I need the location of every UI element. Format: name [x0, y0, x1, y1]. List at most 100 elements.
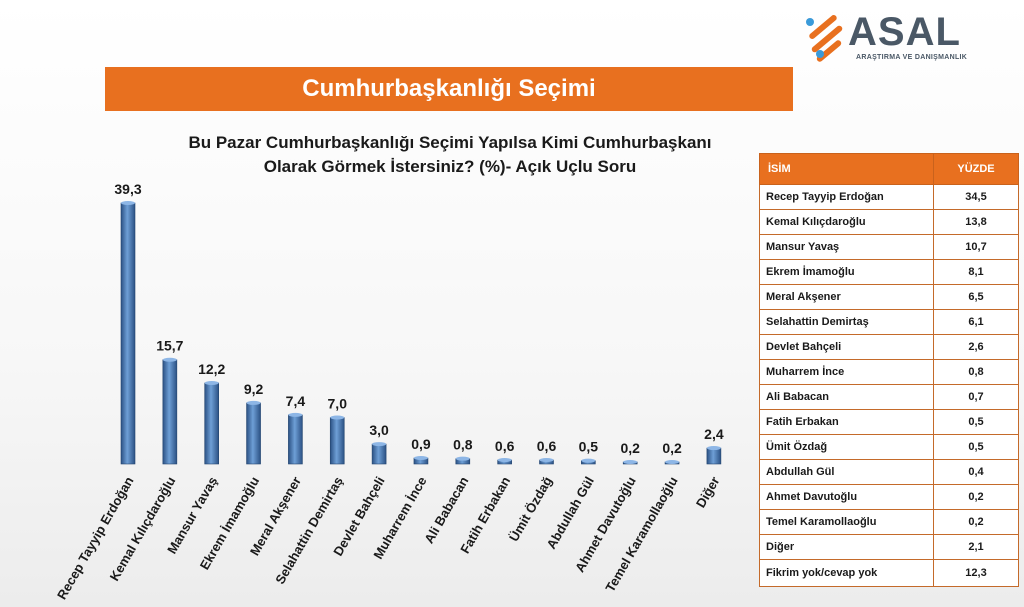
bar: [162, 359, 178, 465]
table-row: Ali Babacan 0,7: [759, 384, 1019, 410]
page-title-banner: Cumhurbaşkanlığı Seçimi: [105, 67, 793, 111]
bar: [204, 382, 219, 465]
data-label: 12,2: [198, 361, 225, 377]
table-cell-percent: 6,5: [933, 284, 1019, 310]
results-table: İSİM YÜZDE Recep Tayyip Erdoğan 34,5 Kemal…: [759, 153, 1019, 587]
table-row: Devlet Bahçeli 2,6: [759, 334, 1019, 360]
table-cell-name: Diğer: [759, 534, 934, 560]
table-cell-percent: 8,1: [933, 259, 1019, 285]
bar: [246, 402, 261, 465]
data-label: 2,4: [704, 426, 724, 442]
table-cell-percent: 10,7: [933, 234, 1019, 260]
table-row: Fikrim yok/cevap yok 12,3: [759, 559, 1019, 587]
table-row: Mansur Yavaş 10,7: [759, 234, 1019, 260]
bar-cap: [121, 201, 135, 205]
table-cell-percent: 0,7: [933, 384, 1019, 410]
table-cell-percent: 2,1: [933, 534, 1019, 560]
table-row: Temel Karamollaoğlu 0,2: [759, 509, 1019, 535]
bar-cap: [372, 442, 387, 447]
data-label: 3,0: [369, 422, 389, 438]
data-label: 15,7: [156, 338, 183, 354]
bar-cap: [246, 400, 261, 405]
data-label: 7,0: [328, 396, 348, 412]
chart-title: Bu Pazar Cumhurbaşkanlığı Seçimi Yapılsa…: [105, 131, 795, 179]
table-cell-percent: 0,5: [933, 434, 1019, 460]
logo-wordmark: ASAL: [848, 10, 961, 54]
table-header-row: İSİM YÜZDE: [759, 153, 1019, 185]
category-label: Diğer: [693, 474, 723, 510]
bar-cap: [204, 380, 219, 385]
data-label: 9,2: [244, 381, 264, 397]
table-cell-name: Fatih Erbakan: [759, 409, 934, 435]
table-cell-name: Abdullah Gül: [759, 459, 934, 485]
table-row: Fatih Erbakan 0,5: [759, 409, 1019, 435]
table-cell-name: Ahmet Davutoğlu: [759, 484, 934, 510]
table-cell-name: Ali Babacan: [759, 384, 934, 410]
logo-subtitle: ARAŞTIRMA VE DANIŞMANLIK: [856, 54, 968, 61]
table-cell-percent: 0,4: [933, 459, 1019, 485]
asal-logo-mark-icon: [806, 15, 843, 62]
bar: [371, 443, 387, 465]
table-cell-name: Fikrim yok/cevap yok: [759, 559, 934, 587]
bar-cap: [665, 460, 680, 464]
column-header-percent: YÜZDE: [933, 153, 1019, 185]
bar-cap: [706, 446, 721, 451]
bar-cap: [581, 458, 596, 463]
data-label: 39,3: [114, 181, 141, 197]
data-label: 0,8: [453, 437, 473, 453]
table-cell-name: Temel Karamollaoğlu: [759, 509, 934, 535]
bar-cap: [413, 456, 428, 461]
bar-cap: [497, 458, 512, 463]
bar-cap: [539, 458, 554, 463]
category-label: Temel Karamollaoğlu: [602, 474, 680, 595]
bar: [120, 202, 136, 465]
table-row: Recep Tayyip Erdoğan 34,5: [759, 184, 1019, 210]
bar-cap: [162, 357, 177, 362]
category-label: Recep Tayyip Erdoğan: [54, 474, 137, 602]
data-label: 0,2: [620, 440, 640, 456]
asal-logo: ASAL ARAŞTIRMA VE DANIŞMANLIK: [800, 8, 990, 64]
data-label: 0,9: [411, 436, 431, 452]
table-cell-name: Kemal Kılıçdaroğlu: [759, 209, 934, 235]
table-cell-percent: 0,5: [933, 409, 1019, 435]
table-cell-percent: 6,1: [933, 309, 1019, 335]
bar-cap: [288, 412, 303, 417]
table-row: Selahattin Demirtaş 6,1: [759, 309, 1019, 335]
chart-title-line-2: Olarak Görmek İstersiniz? (%)- Açık Uçlu…: [263, 157, 637, 176]
bar-cap: [623, 460, 638, 464]
data-label: 0,2: [662, 440, 682, 456]
data-label: 7,4: [286, 393, 306, 409]
table-cell-name: Ekrem İmamoğlu: [759, 259, 934, 285]
table-row: Ahmet Davutoğlu 0,2: [759, 484, 1019, 510]
table-row: Meral Akşener 6,5: [759, 284, 1019, 310]
table-cell-percent: 0,2: [933, 509, 1019, 535]
bar-cap: [455, 456, 470, 461]
column-header-name: İSİM: [759, 153, 934, 185]
table-cell-name: Ümit Özdağ: [759, 434, 934, 460]
bar: [288, 414, 303, 465]
table-cell-percent: 0,2: [933, 484, 1019, 510]
table-row: Ekrem İmamoğlu 8,1: [759, 259, 1019, 285]
table-row: Muharrem İnce 0,8: [759, 359, 1019, 385]
category-label: Ümit Özdağ: [506, 474, 555, 544]
bar: [706, 447, 722, 465]
table-row: Diğer 2,1: [759, 534, 1019, 560]
table-row: Kemal Kılıçdaroğlu 13,8: [759, 209, 1019, 235]
table-cell-percent: 34,5: [933, 184, 1019, 210]
table-row: Ümit Özdağ 0,5: [759, 434, 1019, 460]
table-cell-name: Devlet Bahçeli: [759, 334, 934, 360]
table-row: Abdullah Gül 0,4: [759, 459, 1019, 485]
table-cell-percent: 13,8: [933, 209, 1019, 235]
chart-title-line-1: Bu Pazar Cumhurbaşkanlığı Seçimi Yapılsa…: [188, 133, 712, 152]
table-cell-name: Recep Tayyip Erdoğan: [759, 184, 934, 210]
table-cell-name: Selahattin Demirtaş: [759, 309, 934, 335]
bar: [329, 417, 345, 465]
bar-cap: [330, 415, 345, 420]
table-cell-name: Meral Akşener: [759, 284, 934, 310]
data-label: 0,6: [495, 438, 515, 454]
table-cell-name: Mansur Yavaş: [759, 234, 934, 260]
table-cell-name: Muharrem İnce: [759, 359, 934, 385]
table-cell-percent: 12,3: [933, 559, 1019, 587]
table-cell-percent: 0,8: [933, 359, 1019, 385]
